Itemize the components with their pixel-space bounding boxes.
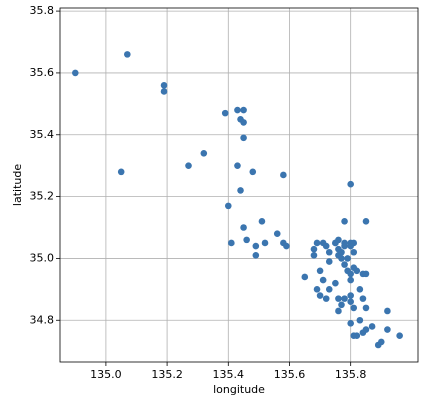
point [258,218,266,225]
point [316,292,324,299]
x-tick-label: 135.8 [335,368,367,381]
point [237,187,244,194]
point [338,301,345,309]
point [368,323,376,330]
point [338,248,345,256]
point [396,332,403,340]
point [313,239,321,247]
point [283,242,290,250]
x-tick-label: 135.0 [90,368,122,381]
x-tick-label: 135.2 [151,368,183,381]
point [280,171,287,179]
x-axis-label: longitude [213,383,265,396]
point [347,270,354,278]
point [221,109,229,117]
point [160,81,168,89]
point [347,276,354,284]
point [224,202,232,210]
point [332,239,339,247]
point [347,298,354,306]
point [341,239,348,247]
point [362,218,370,225]
point [362,270,370,278]
point [243,236,250,244]
point [240,119,247,126]
point [341,218,348,225]
point [325,286,333,293]
point [347,320,354,327]
plot-frame [59,7,419,363]
point [347,292,354,299]
point [344,255,351,262]
point [185,162,192,169]
point [234,162,241,169]
point [273,230,281,237]
y-tick-label: 35.8 [30,4,55,17]
point [341,295,348,302]
point [71,69,79,77]
y-tick-label: 35.0 [30,251,55,264]
point [377,338,385,346]
point [338,255,345,262]
x-tick-label: 135.4 [213,368,245,381]
point [240,224,247,231]
point [117,168,125,176]
point [261,239,269,247]
point [313,286,321,293]
point [350,248,358,256]
point [301,273,309,281]
point [350,304,358,312]
point [362,326,370,333]
point [240,106,247,114]
point [124,51,131,58]
point [350,239,358,247]
y-tick-label: 35.2 [30,190,55,203]
point [325,258,333,265]
point [353,267,361,275]
point [228,239,235,247]
point [350,332,358,340]
point [200,150,208,157]
point [356,286,364,293]
point [384,307,391,315]
point [310,252,318,259]
point [319,276,327,284]
point [252,242,260,250]
y-tick-label: 35.6 [30,66,55,79]
point [249,168,257,176]
x-tick-label: 135.6 [274,368,306,381]
point [234,106,241,114]
y-tick-label: 35.4 [30,128,55,141]
point [384,326,391,333]
point [160,88,168,95]
point [240,134,247,142]
y-tick-label: 34.8 [30,313,55,326]
point [310,245,318,253]
point [359,295,367,302]
plot-area [60,8,418,362]
point [335,295,342,302]
point [341,261,348,268]
point [332,279,339,287]
point [335,307,342,315]
y-axis-label: latitude [11,164,24,206]
point [316,267,324,275]
point [325,248,333,256]
point [252,252,260,259]
point [322,242,330,250]
point [322,295,330,302]
point [347,180,354,188]
point [362,304,370,312]
point [356,316,364,324]
